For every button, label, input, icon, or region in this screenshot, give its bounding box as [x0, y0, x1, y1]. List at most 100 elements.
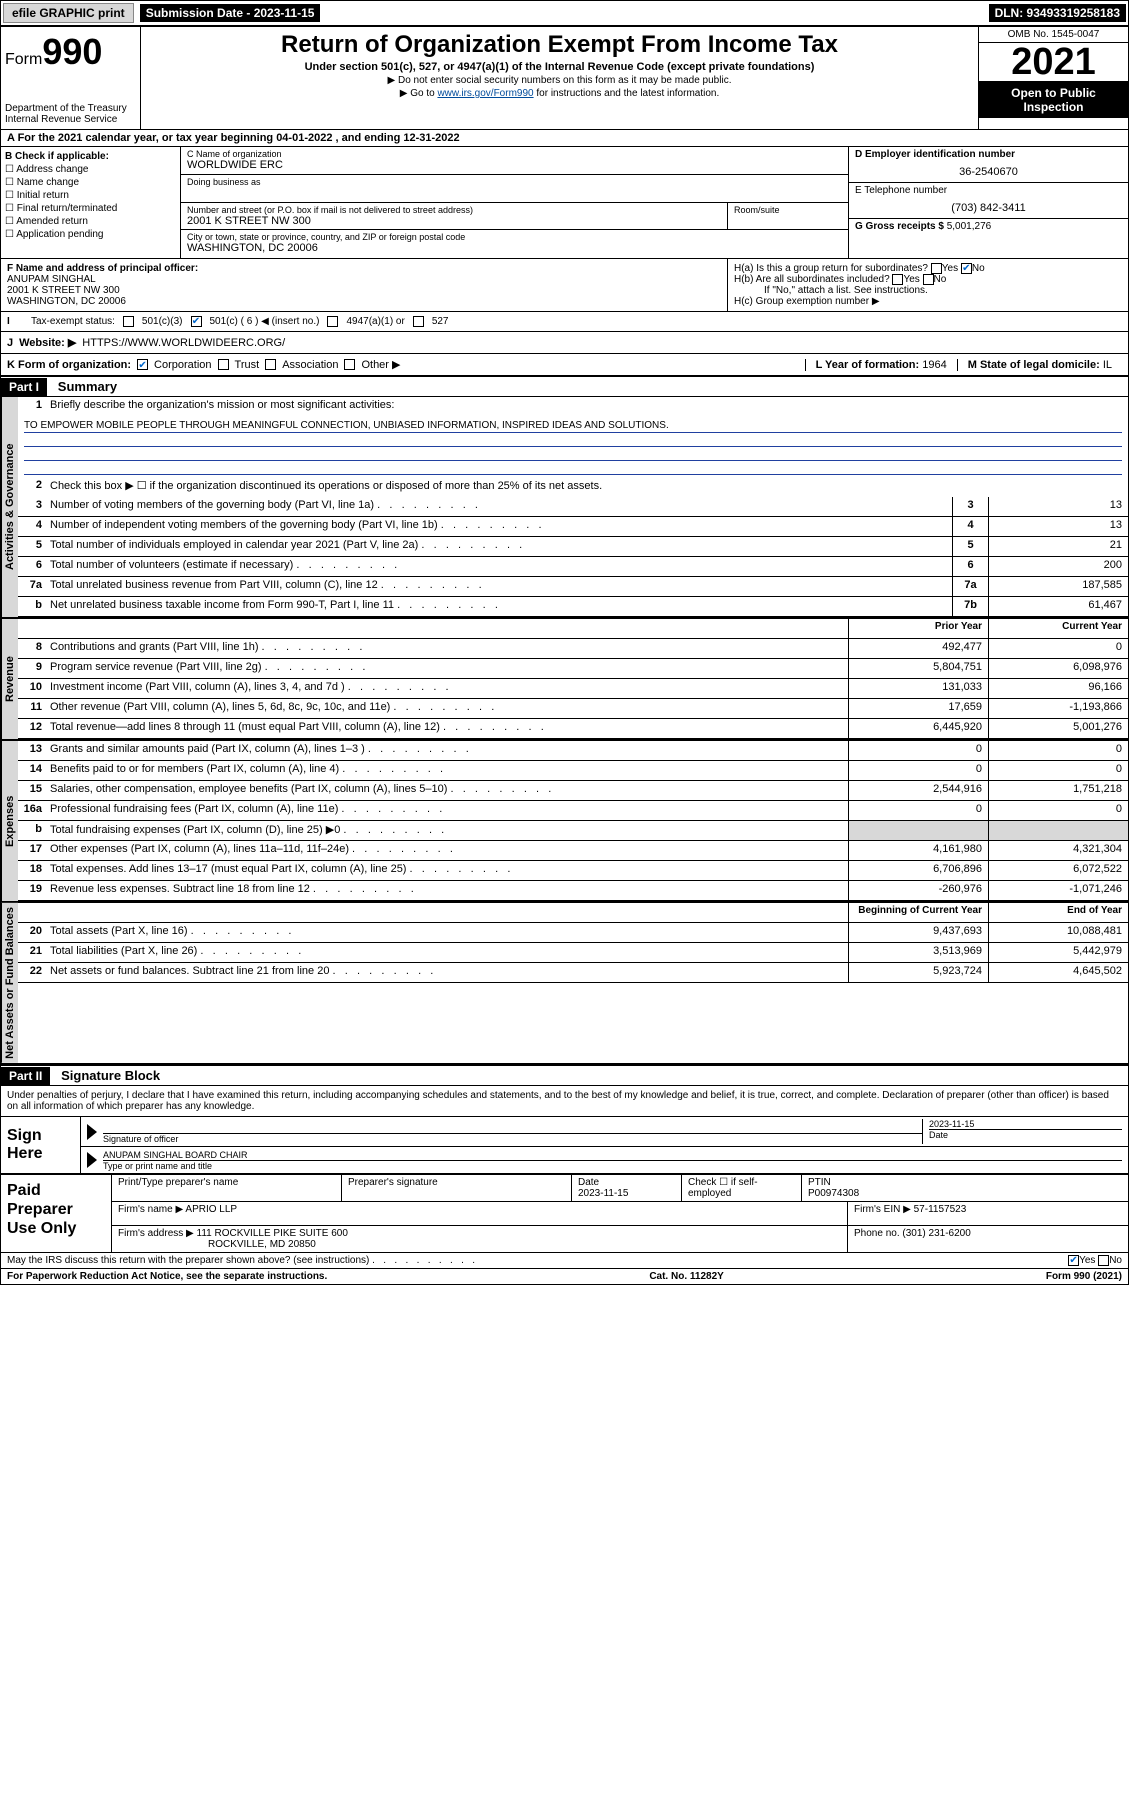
- ha-yes[interactable]: [931, 263, 942, 274]
- chk-corp[interactable]: [137, 359, 148, 370]
- line-prior: 0: [848, 761, 988, 780]
- opt-trust: Trust: [235, 359, 260, 371]
- line-prior: 0: [848, 741, 988, 760]
- ha-no[interactable]: [961, 263, 972, 274]
- opt-other: Other ▶: [361, 358, 400, 371]
- sig-date-label: Date: [929, 1129, 1122, 1140]
- line-prior: 5,923,724: [848, 963, 988, 982]
- ein-cell: Firm's EIN ▶ 57-1157523: [848, 1202, 1128, 1225]
- pcell-preparer-name: Print/Type preparer's name: [112, 1175, 342, 1201]
- net-lines-line-22: 22Net assets or fund balances. Subtract …: [18, 963, 1128, 983]
- opt-501c: 501(c) ( 6 ) ◀ (insert no.): [210, 316, 320, 327]
- col-c-org-info: C Name of organization WORLDWIDE ERC Doi…: [181, 147, 848, 258]
- chk-name-change[interactable]: Name change: [5, 177, 176, 188]
- sig-name-value: ANUPAM SINGHAL BOARD CHAIR: [103, 1150, 1122, 1160]
- chk-527[interactable]: [413, 316, 424, 327]
- submission-date: Submission Date - 2023-11-15: [140, 4, 321, 22]
- section-b-to-g: B Check if applicable: Address change Na…: [1, 147, 1128, 259]
- line-cellnum: 4: [952, 517, 988, 536]
- cell-l: L Year of formation: 1964: [805, 359, 957, 371]
- l-label: L Year of formation:: [816, 359, 920, 371]
- discuss-yesno: Yes No: [1068, 1255, 1122, 1266]
- chk-assoc[interactable]: [265, 359, 276, 370]
- chk-amended-return[interactable]: Amended return: [5, 216, 176, 227]
- line-current: [988, 821, 1128, 840]
- part1-header: Part I Summary: [1, 376, 1128, 397]
- line-desc: Salaries, other compensation, employee b…: [46, 781, 848, 800]
- vtab-net-assets: Net Assets or Fund Balances: [1, 903, 18, 1063]
- chk-other[interactable]: [344, 359, 355, 370]
- hb-no[interactable]: [923, 274, 934, 285]
- rev-lines-line-11: 11Other revenue (Part VIII, column (A), …: [18, 699, 1128, 719]
- chk-application-pending[interactable]: Application pending: [5, 229, 176, 240]
- open-inspection: Open to Public Inspection: [979, 82, 1128, 118]
- gov-lines: 2Check this box ▶ ☐ if the organization …: [18, 477, 1128, 617]
- form-word: Form: [5, 51, 42, 68]
- discuss-yes[interactable]: [1068, 1255, 1079, 1266]
- gross-value: 5,001,276: [947, 221, 992, 232]
- hb-text: H(b) Are all subordinates included?: [734, 274, 890, 285]
- rev-lines-line-10: 10Investment income (Part VIII, column (…: [18, 679, 1128, 699]
- firm-addr2: ROCKVILLE, MD 20850: [118, 1239, 316, 1250]
- room-label: Room/suite: [734, 205, 842, 215]
- line-prior: 17,659: [848, 699, 988, 718]
- sig-name-field: ANUPAM SINGHAL BOARD CHAIR Type or print…: [103, 1150, 1122, 1171]
- line-desc: Other revenue (Part VIII, column (A), li…: [46, 699, 848, 718]
- sig-officer-label: Signature of officer: [103, 1133, 922, 1144]
- chk-501c[interactable]: [191, 316, 202, 327]
- chk-501c3[interactable]: [123, 316, 134, 327]
- line-desc: Contributions and grants (Part VIII, lin…: [46, 639, 848, 658]
- sig-arrow-1: [87, 1124, 97, 1140]
- line-desc: Grants and similar amounts paid (Part IX…: [46, 741, 848, 760]
- discuss-no[interactable]: [1098, 1255, 1109, 1266]
- officer-addr2: WASHINGTON, DC 20006: [7, 296, 126, 307]
- gov-line-6: 6Total number of volunteers (estimate if…: [18, 557, 1128, 577]
- line-prior: 131,033: [848, 679, 988, 698]
- line-cellnum: 7b: [952, 597, 988, 616]
- dept-treasury: Department of the Treasury: [5, 103, 136, 114]
- korg-label: K Form of organization:: [7, 359, 131, 371]
- note-ssn: Do not enter social security numbers on …: [145, 75, 974, 86]
- line-current: 0: [988, 639, 1128, 658]
- revenue-content: Prior Year Current Year 8Contributions a…: [18, 619, 1128, 739]
- discuss-dots: [369, 1255, 475, 1266]
- line-desc: Number of voting members of the governin…: [46, 497, 952, 516]
- mission-text: TO EMPOWER MOBILE PEOPLE THROUGH MEANING…: [24, 419, 1122, 433]
- exp-lines-line-13: 13Grants and similar amounts paid (Part …: [18, 741, 1128, 761]
- col-d-to-g: D Employer identification number 36-2540…: [848, 147, 1128, 258]
- line-current: -1,071,246: [988, 881, 1128, 900]
- vtab-governance: Activities & Governance: [1, 397, 18, 617]
- line-num: 4: [18, 517, 46, 536]
- footer-pra: For Paperwork Reduction Act Notice, see …: [7, 1271, 327, 1282]
- ha-text: H(a) Is this a group return for subordin…: [734, 263, 928, 274]
- opt-assoc: Association: [282, 359, 338, 371]
- chk-initial-return[interactable]: Initial return: [5, 190, 176, 201]
- line-num: 10: [18, 679, 46, 698]
- blank-num: [18, 619, 46, 638]
- line-prior: 3,513,969: [848, 943, 988, 962]
- hb-yes[interactable]: [892, 274, 903, 285]
- gross-label: G Gross receipts $: [855, 221, 944, 232]
- line-current: 10,088,481: [988, 923, 1128, 942]
- chk-address-change[interactable]: Address change: [5, 164, 176, 175]
- irs-link[interactable]: www.irs.gov/Form990: [437, 88, 533, 99]
- line-1-num: 1: [18, 397, 46, 417]
- line-prior: 9,437,693: [848, 923, 988, 942]
- line-prior: -260,976: [848, 881, 988, 900]
- efile-print-button[interactable]: efile GRAPHIC print: [3, 3, 134, 23]
- line-num: 5: [18, 537, 46, 556]
- mission-lines: TO EMPOWER MOBILE PEOPLE THROUGH MEANING…: [18, 417, 1128, 477]
- exp-lines-line-19: 19Revenue less expenses. Subtract line 1…: [18, 881, 1128, 901]
- line-desc: Program service revenue (Part VIII, line…: [46, 659, 848, 678]
- line-num: 13: [18, 741, 46, 760]
- cell-dba: Doing business as: [181, 175, 848, 203]
- chk-trust[interactable]: [218, 359, 229, 370]
- cell-address: Number and street (or P.O. box if mail i…: [181, 203, 848, 230]
- chk-final-return[interactable]: Final return/terminated: [5, 203, 176, 214]
- line-val: 21: [988, 537, 1128, 556]
- line-num: 8: [18, 639, 46, 658]
- gov-line-b: bNet unrelated business taxable income f…: [18, 597, 1128, 617]
- line-current: 0: [988, 741, 1128, 760]
- chk-4947[interactable]: [327, 316, 338, 327]
- part1-badge: Part I: [1, 378, 47, 396]
